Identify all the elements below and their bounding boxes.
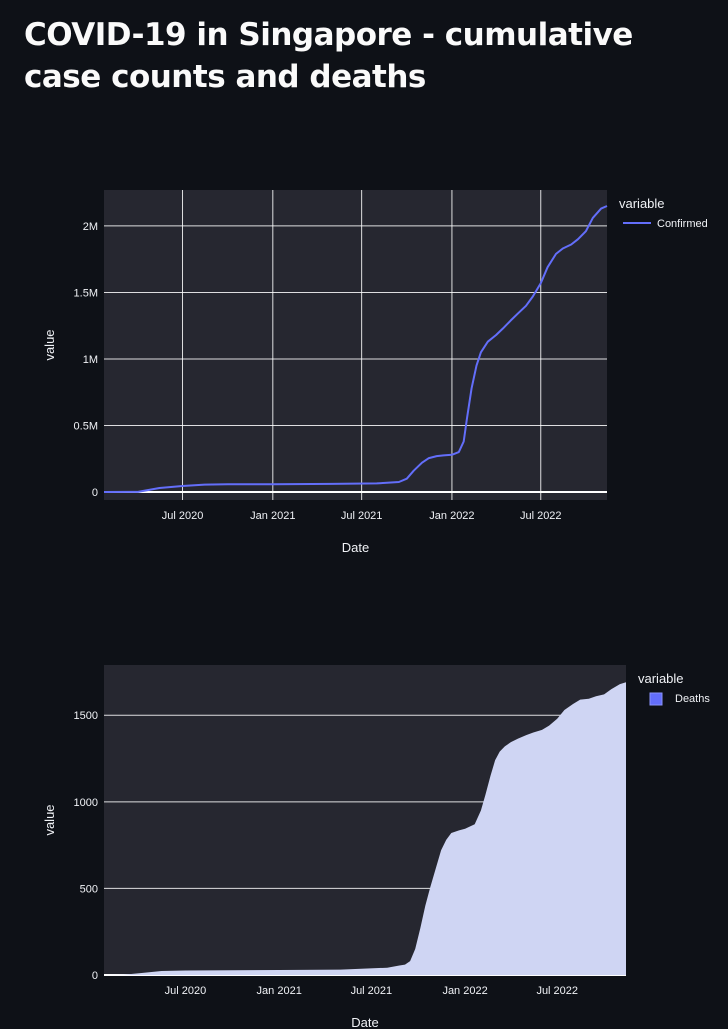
- x-tick-label: Jan 2022: [429, 510, 474, 522]
- confirmed-chart[interactable]: 0 0.5M 1M 1.5M 2M Jul 2020 Jan 2021 Jul 2021 Jan…: [0, 160, 728, 560]
- y-tick-label: 1.5M: [74, 287, 98, 299]
- y-axis-title: value: [42, 804, 57, 835]
- legend-title: variable: [638, 671, 684, 686]
- y-tick-label: 500: [80, 883, 98, 895]
- legend-item-label[interactable]: Deaths: [675, 693, 710, 705]
- legend[interactable]: variable Deaths: [638, 671, 710, 706]
- y-tick-label: 0.5M: [74, 420, 98, 432]
- page-title: COVID-19 in Singapore - cumulative case …: [24, 17, 633, 95]
- x-tick-label: Jul 2021: [351, 985, 393, 997]
- y-tick-label: 0: [92, 970, 98, 982]
- legend-title: variable: [619, 196, 665, 211]
- legend-item-label[interactable]: Confirmed: [657, 218, 708, 230]
- y-tick-label: 2M: [83, 221, 98, 233]
- x-axis-title: Date: [342, 540, 369, 555]
- legend-swatch[interactable]: [649, 692, 663, 706]
- y-tick-label: 1500: [74, 710, 98, 722]
- x-tick-label: Jan 2021: [257, 985, 302, 997]
- confirmed-line[interactable]: [103, 205, 608, 493]
- x-tick-label: Jul 2020: [162, 510, 204, 522]
- y-axis-title: value: [42, 329, 57, 360]
- x-tick-label: Jul 2021: [341, 510, 383, 522]
- x-axis-title: Date: [351, 1015, 378, 1029]
- x-tick-label: Jan 2021: [250, 510, 295, 522]
- deaths-chart[interactable]: 0 500 1000 1500 Jul 2020 Jan 2021 Jul 2021 Jan …: [0, 640, 728, 1029]
- deaths-area[interactable]: [104, 682, 626, 975]
- plot-area: [104, 190, 607, 500]
- y-tick-label: 1000: [74, 797, 98, 809]
- x-tick-label: Jul 2022: [536, 985, 578, 997]
- x-tick-label: Jul 2022: [520, 510, 562, 522]
- y-tick-label: 0: [92, 487, 98, 499]
- x-tick-label: Jan 2022: [442, 985, 487, 997]
- legend[interactable]: variable Confirmed: [619, 196, 708, 230]
- y-tick-label: 1M: [83, 354, 98, 366]
- x-tick-label: Jul 2020: [165, 985, 207, 997]
